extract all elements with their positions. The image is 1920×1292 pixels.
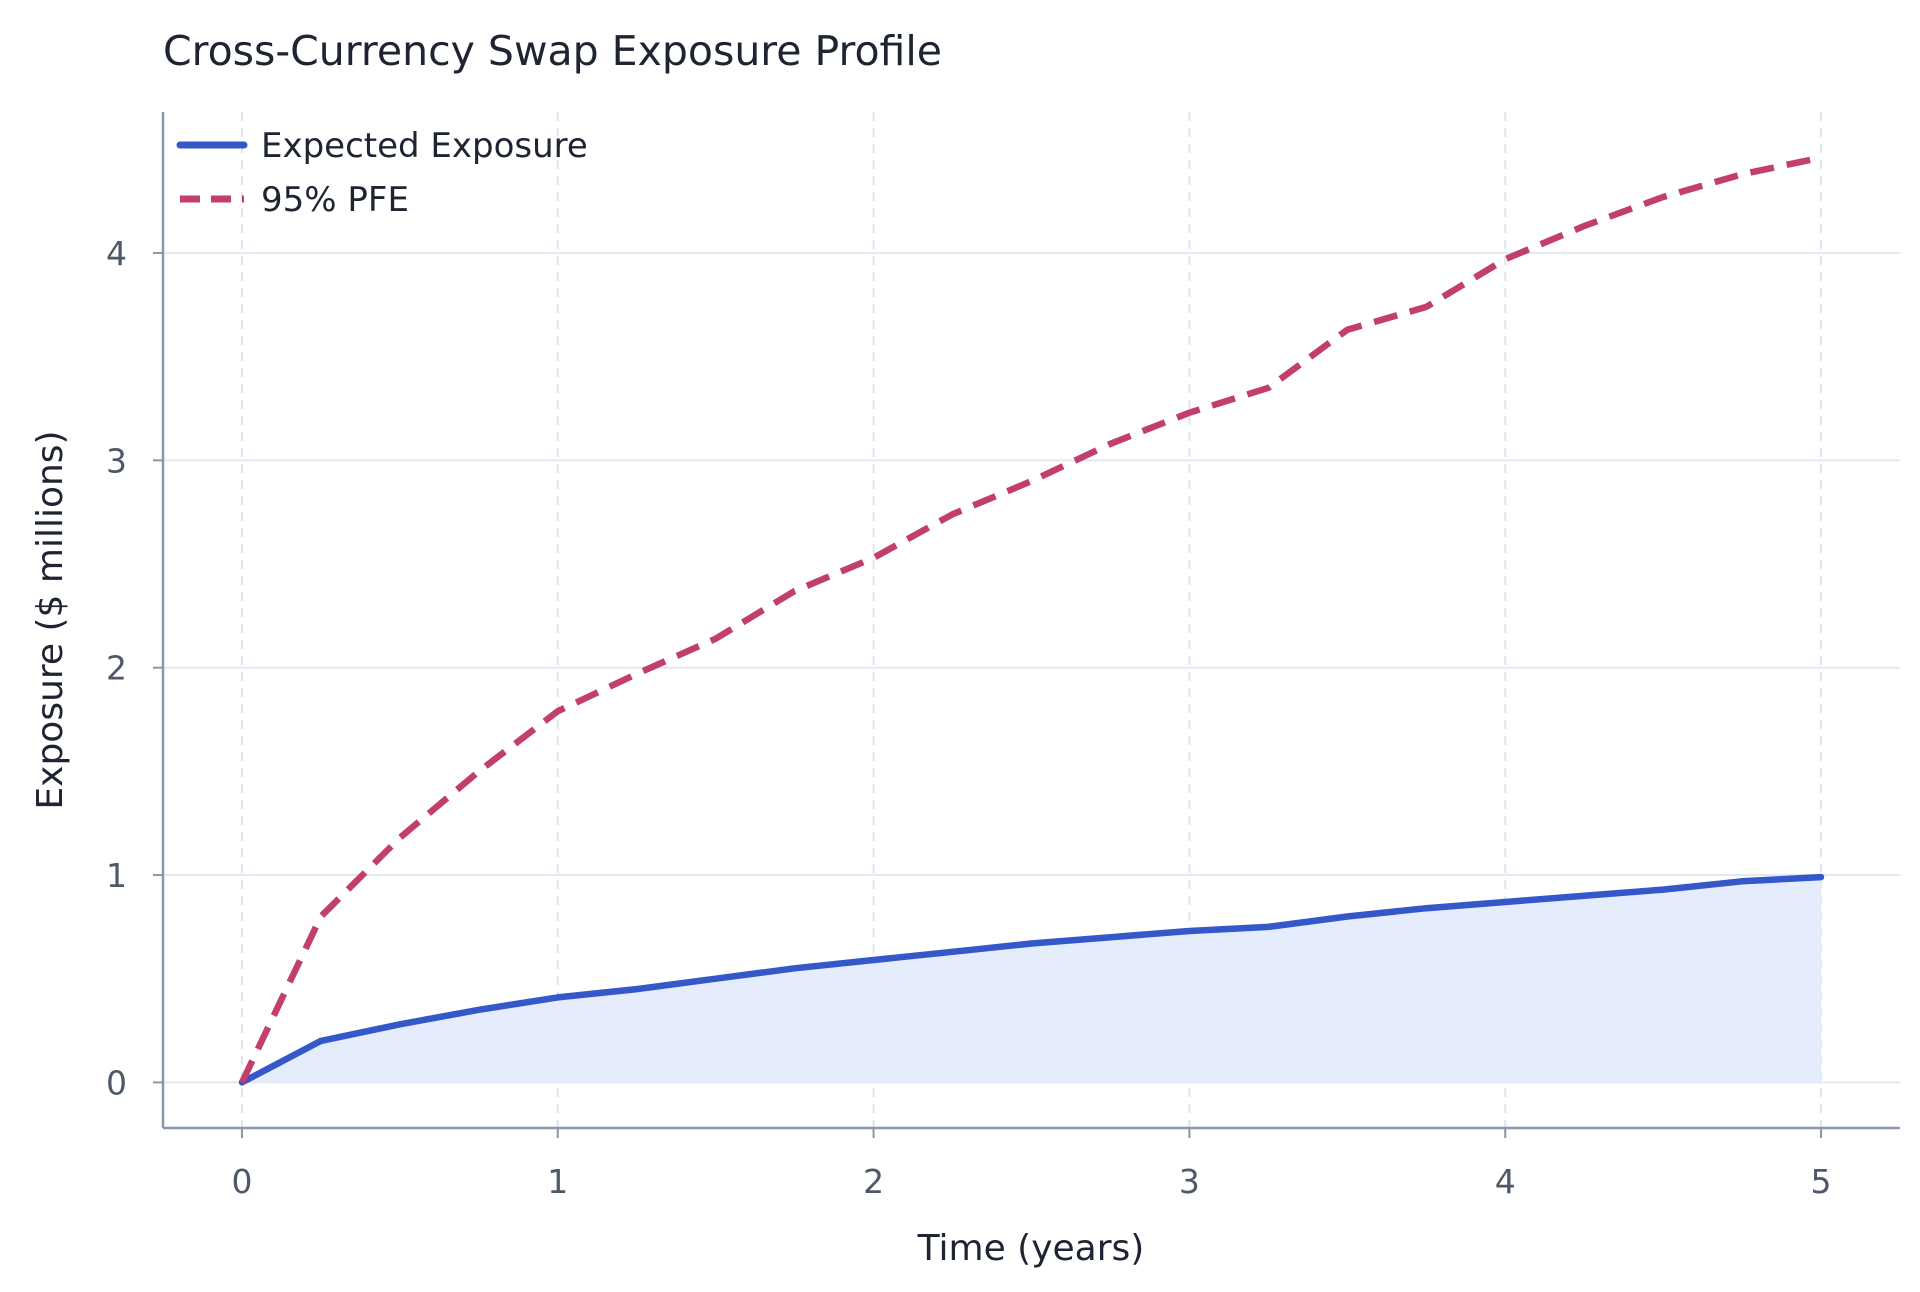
- x-tick-label: 1: [547, 1162, 568, 1201]
- series-line-0: [238, 873, 1825, 1086]
- legend-label-0: Expected Exposure: [261, 126, 588, 166]
- legend-label-1: 95% PFE: [261, 180, 409, 220]
- y-tick-label: 2: [106, 649, 127, 688]
- y-tick-label: 3: [106, 441, 127, 480]
- x-tick-label: 3: [1179, 1162, 1200, 1201]
- x-tick-label: 0: [231, 1162, 252, 1201]
- x-tick-label: 4: [1495, 1162, 1516, 1201]
- chart-title: Cross-Currency Swap Exposure Profile: [163, 27, 942, 75]
- series-area-0: [242, 877, 1821, 1083]
- y-tick-label: 4: [106, 234, 127, 273]
- series-lines: [238, 154, 1825, 1086]
- ticks: 0 1 2 3 4 0 1 2 3 4 5: [106, 234, 1832, 1201]
- legend: Expected Exposure 95% PFE: [176, 126, 588, 220]
- y-axis-label: Exposure ($ millions): [30, 430, 71, 809]
- x-tick-label: 2: [863, 1162, 884, 1201]
- axes: [161, 112, 1900, 1130]
- x-axis-label: Time (years): [917, 1228, 1145, 1269]
- series-line-1: [239, 154, 1822, 1084]
- x-tick-label: 5: [1811, 1162, 1832, 1201]
- y-tick-label: 0: [106, 1063, 127, 1102]
- y-tick-label: 1: [106, 856, 127, 895]
- area-fill: [242, 877, 1821, 1083]
